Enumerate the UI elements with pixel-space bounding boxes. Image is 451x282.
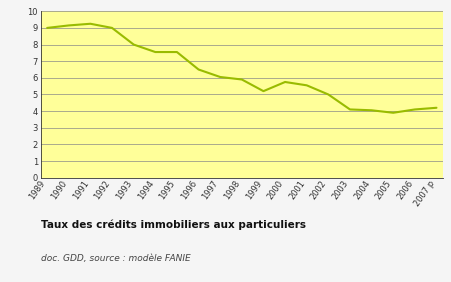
Text: doc. GDD, source : modèle FANIE: doc. GDD, source : modèle FANIE xyxy=(41,254,190,263)
Text: Taux des crédits immobiliers aux particuliers: Taux des crédits immobiliers aux particu… xyxy=(41,220,305,230)
